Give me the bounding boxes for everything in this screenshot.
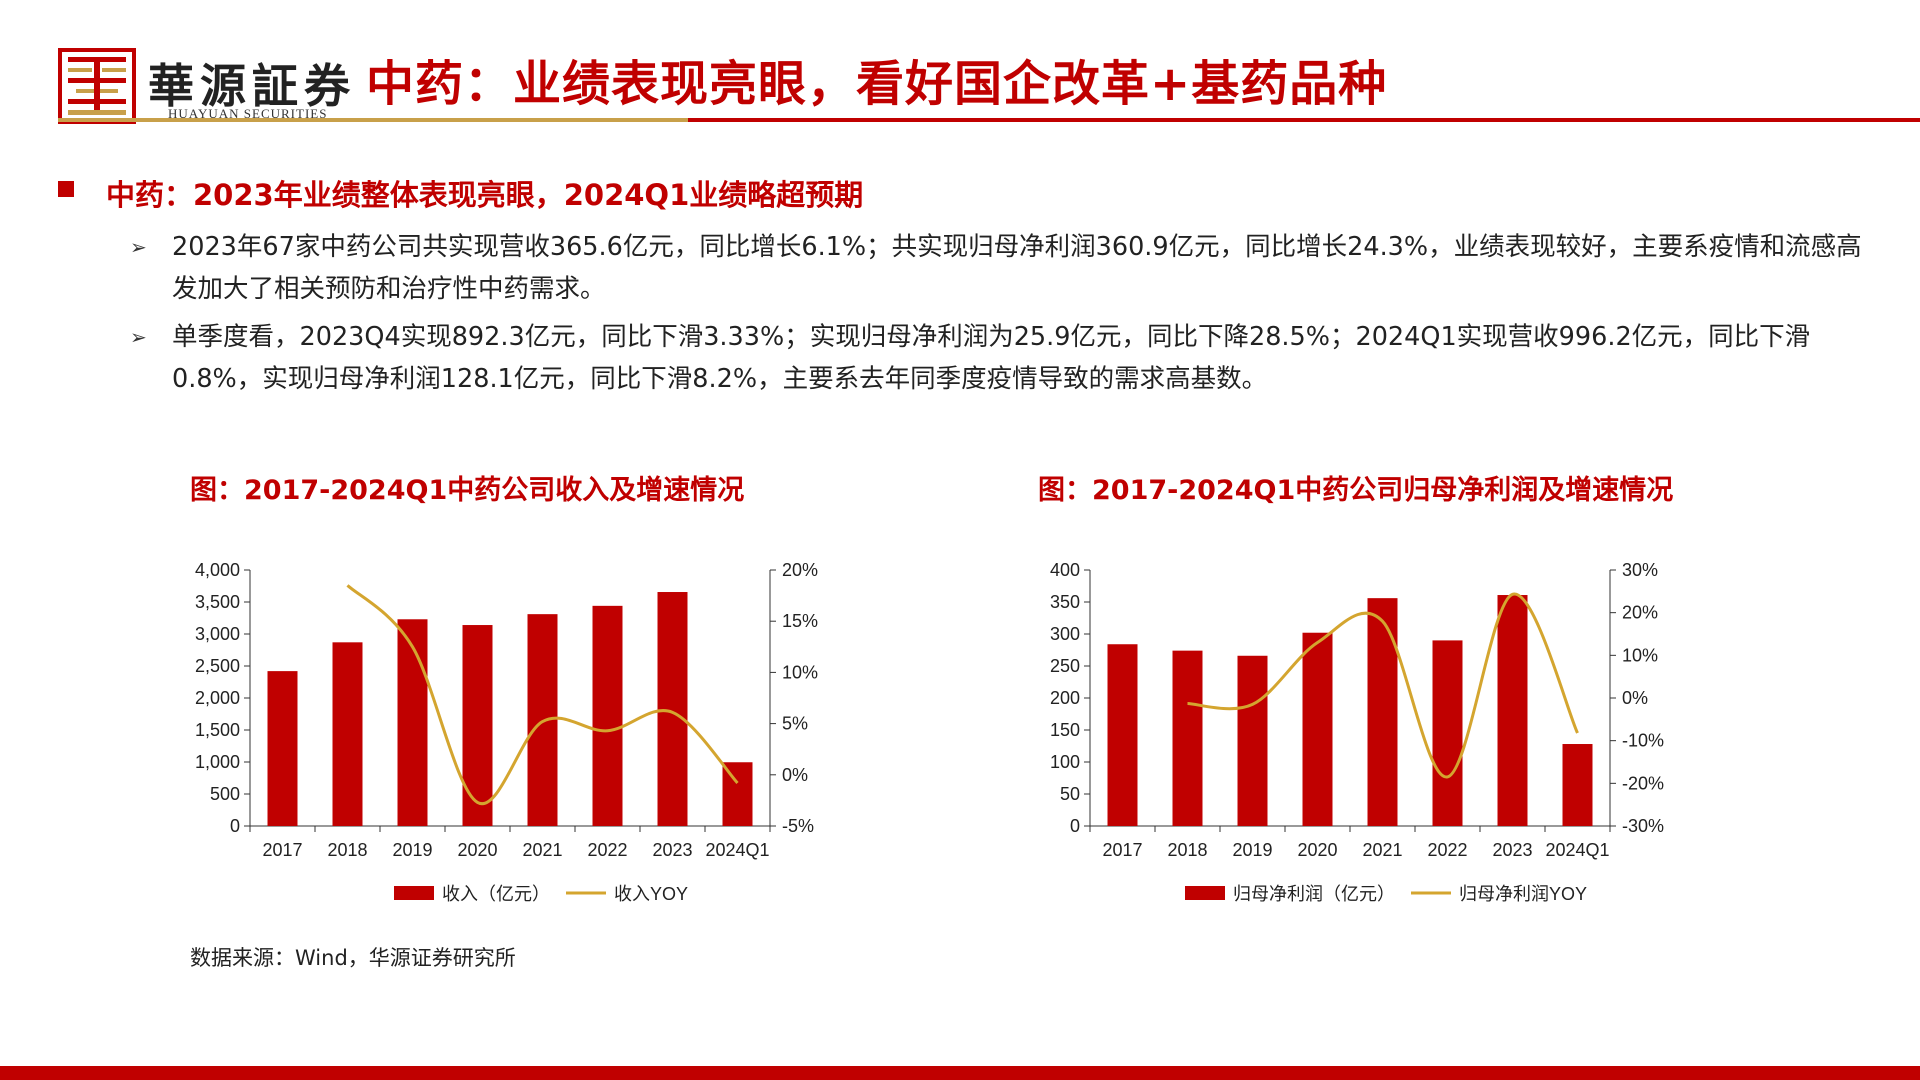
net-profit-legend-line-label: 归母净利润YOY [1459,884,1587,904]
revenue-x-tick-label: 2024Q1 [705,840,769,860]
revenue-left-tick-label: 1,500 [195,720,240,740]
section-heading: 中药：2023年业绩整体表现亮眼，2024Q1业绩略超预期 [58,172,863,214]
net-profit-bar [1432,640,1463,826]
revenue-left-tick-label: 2,500 [195,656,240,676]
revenue-bar [462,625,493,826]
header-divider-gold [58,118,688,122]
net-profit-left-tick-label: 300 [1050,624,1080,644]
net-profit-bar [1302,632,1333,826]
revenue-left-tick-label: 500 [210,784,240,804]
revenue-x-tick-label: 2018 [327,840,367,860]
net-profit-right-tick-label: 0% [1622,688,1648,708]
net-profit-legend-bar-label: 归母净利润（亿元） [1233,884,1395,904]
revenue-x-tick-label: 2022 [587,840,627,860]
chart-title-net-profit: 图：2017-2024Q1中药公司归母净利润及增速情况 [1038,475,1674,506]
net-profit-x-tick-label: 2019 [1232,840,1272,860]
net-profit-bar [1107,644,1138,826]
arrow-bullet-icon: ➢ [130,325,147,349]
revenue-left-tick-label: 4,000 [195,560,240,580]
revenue-growth-chart: 0 500 1,000 1,500 2,000 2,500 3,000 3,500 4,000 -… [195,560,818,904]
net-profit-left-tick-label: 400 [1050,560,1080,580]
section-heading-text: 中药：2023年业绩整体表现亮眼，2024Q1业绩略超预期 [106,178,864,212]
revenue-x-tick-label: 2019 [392,840,432,860]
net-profit-x-tick-label: 2022 [1427,840,1467,860]
revenue-right-tick-label: 5% [782,714,808,734]
net-profit-left-tick-label: 350 [1050,592,1080,612]
header-divider-red [688,118,1920,122]
revenue-yoy-line [346,584,739,806]
net-profit-left-tick-label: 0 [1070,816,1080,836]
revenue-x-tick-label: 2021 [522,840,562,860]
revenue-right-tick-label: 15% [782,611,818,631]
net-profit-right-tick-label: -30% [1622,816,1664,836]
revenue-bar [592,605,623,826]
net-profit-x-tick-label: 2020 [1297,840,1337,860]
net-profit-growth-chart: 0 50 100 150 200 250 300 350 400 -30% -20% -10% 0% 10… [1050,560,1664,904]
revenue-x-tick-label: 2017 [262,840,302,860]
revenue-bar [397,619,428,826]
revenue-left-tick-label: 3,000 [195,624,240,644]
net-profit-bar [1562,744,1593,826]
net-profit-right-tick-label: -20% [1622,773,1664,793]
net-profit-right-tick-label: -10% [1622,731,1664,751]
net-profit-x-tick-label: 2024Q1 [1545,840,1609,860]
net-profit-bar [1237,655,1268,826]
revenue-right-tick-label: 20% [782,560,818,580]
revenue-left-tick-label: 2,000 [195,688,240,708]
revenue-left-tick-label: 3,500 [195,592,240,612]
net-profit-right-tick-label: 30% [1622,560,1658,580]
net-profit-x-tick-label: 2023 [1492,840,1532,860]
net-profit-right-tick-label: 10% [1622,645,1658,665]
net-profit-left-tick-label: 250 [1050,656,1080,676]
revenue-bar [267,671,298,826]
net-profit-x-tick-label: 2017 [1102,840,1142,860]
net-profit-legend-bar-swatch [1185,886,1225,900]
revenue-bar [657,592,688,826]
chart-title-revenue: 图：2017-2024Q1中药公司收入及增速情况 [190,475,745,506]
revenue-legend-bar-swatch [394,886,434,900]
net-profit-yoy-line [1187,592,1579,779]
revenue-left-tick-label: 1,000 [195,752,240,772]
company-logo: 華源証券 HUAYUAN SECURITIES [58,48,350,124]
net-profit-left-tick-label: 150 [1050,720,1080,740]
revenue-right-tick-label: 0% [782,765,808,785]
revenue-bar [332,642,363,826]
logo-seal-icon [58,48,136,124]
net-profit-left-tick-label: 200 [1050,688,1080,708]
net-profit-x-tick-label: 2021 [1362,840,1402,860]
data-source-note: 数据来源：Wind，华源证券研究所 [190,946,516,970]
revenue-x-tick-label: 2023 [652,840,692,860]
net-profit-x-tick-label: 2018 [1167,840,1207,860]
net-profit-right-tick-label: 20% [1622,603,1658,623]
footer-bar [0,1066,1920,1080]
net-profit-bar [1497,595,1528,826]
revenue-right-tick-label: 10% [782,662,818,682]
arrow-bullet-icon: ➢ [130,235,147,259]
revenue-legend-line-label: 收入YOY [614,884,688,904]
net-profit-bar [1172,650,1203,826]
square-bullet-icon [58,181,74,197]
net-profit-bar [1367,598,1398,826]
bullet-text: 单季度看，2023Q4实现892.3亿元，同比下滑3.33%；实现归母净利润为2… [172,322,1811,394]
logo-chinese-name: 華源証券 [148,59,356,113]
revenue-legend-bar-label: 收入（亿元） [442,884,550,904]
net-profit-left-tick-label: 50 [1060,784,1080,804]
bullet-text: 2023年67家中药公司共实现营收365.6亿元，同比增长6.1%；共实现归母净… [172,232,1862,304]
net-profit-left-tick-label: 100 [1050,752,1080,772]
revenue-x-tick-label: 2020 [457,840,497,860]
revenue-right-tick-label: -5% [782,816,814,836]
revenue-left-tick-label: 0 [230,816,240,836]
page-title: 中药：业绩表现亮眼，看好国企改革+基药品种 [366,56,1388,112]
logo-english-name: HUAYUAN SECURITIES [168,106,328,121]
